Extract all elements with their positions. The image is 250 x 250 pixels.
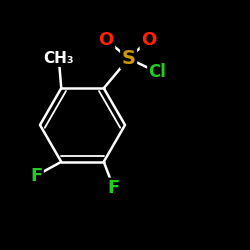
Text: S: S xyxy=(122,49,136,68)
Text: CH₃: CH₃ xyxy=(44,51,74,66)
Text: O: O xyxy=(98,31,114,49)
Text: F: F xyxy=(30,166,42,184)
Text: F: F xyxy=(108,179,120,197)
Text: Cl: Cl xyxy=(148,63,166,81)
Text: O: O xyxy=(141,31,156,49)
